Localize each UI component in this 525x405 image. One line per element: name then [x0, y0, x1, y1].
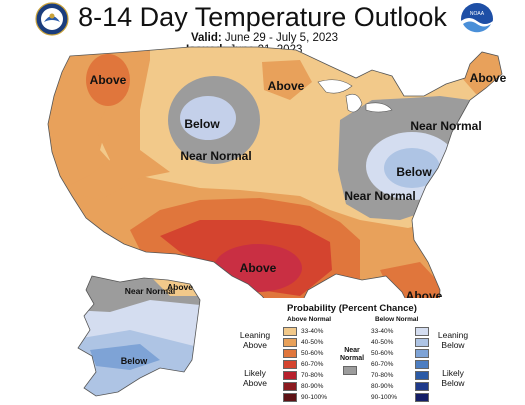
- label-near-normal-alaska: Near Normal: [125, 286, 176, 296]
- legend-above-range-label: 33-40%: [301, 328, 324, 335]
- label-above-maine: Above: [470, 71, 507, 85]
- legend-below-header: Below Normal: [375, 316, 419, 323]
- label-above-texas: Above: [240, 261, 277, 275]
- legend: Probability (Percent Chance) Above Norma…: [235, 298, 525, 405]
- valid-value: June 29 - July 5, 2023: [224, 32, 339, 44]
- commerce-seal-logo: [35, 2, 69, 36]
- legend-above-swatch-90-100%: [283, 393, 297, 402]
- legend-above-range-label: 90-100%: [301, 394, 328, 401]
- map-title: 8-14 Day Temperature Outlook: [78, 2, 447, 32]
- legend-above-swatch-33-40%: [283, 327, 297, 336]
- legend-leaning-below: Leaning Below: [437, 330, 469, 350]
- legend-below-swatch-80-90%: [415, 382, 429, 391]
- legend-below-swatch-50-60%: [415, 349, 429, 358]
- legend-above-range-label: 80-90%: [301, 383, 324, 390]
- valid-dates: Valid: June 29 - July 5, 2023: [191, 32, 338, 44]
- legend-title: Probability (Percent Chance): [287, 303, 417, 314]
- label-below-mid-atlantic: Below: [396, 165, 432, 179]
- legend-above-swatch-40-50%: [283, 338, 297, 347]
- legend-above-range-label: 50-60%: [301, 350, 324, 357]
- great-lakes: [317, 79, 393, 113]
- legend-below-range-label: 33-40%: [371, 328, 394, 335]
- legend-below-range-label: 70-80%: [371, 372, 394, 379]
- legend-below-range-label: 60-70%: [371, 361, 394, 368]
- legend-above-swatch-70-80%: [283, 371, 297, 380]
- legend-below-range-label: 50-60%: [371, 350, 394, 357]
- valid-label: Valid:: [191, 32, 222, 44]
- label-above-northwest: Above: [90, 73, 127, 87]
- legend-below-swatch-70-80%: [415, 371, 429, 380]
- noaa-logo: NOAA: [461, 3, 493, 36]
- legend-above-swatch-60-70%: [283, 360, 297, 369]
- alaska-outline: [77, 275, 201, 397]
- label-above-great-lakes: Above: [268, 79, 305, 93]
- legend-leaning-above: Leaning Above: [239, 330, 271, 350]
- legend-above-header: Above Normal: [287, 316, 332, 323]
- label-below-alaska: Below: [121, 356, 149, 366]
- label-above-alaska: Above: [167, 282, 193, 292]
- legend-below-range-label: 90-100%: [371, 394, 398, 401]
- legend-above-swatch-80-90%: [283, 382, 297, 391]
- legend-above-range-label: 40-50%: [301, 339, 324, 346]
- legend-below-range-label: 80-90%: [371, 383, 394, 390]
- legend-likely-below: Likely Below: [441, 368, 465, 388]
- legend-above-range-label: 60-70%: [301, 361, 324, 368]
- legend-below-swatch-60-70%: [415, 360, 429, 369]
- legend-below-swatch-40-50%: [415, 338, 429, 347]
- legend-below-swatch-90-100%: [415, 393, 429, 402]
- legend-below-range-label: 40-50%: [371, 339, 394, 346]
- label-near-normal-appalachia: Near Normal: [344, 189, 415, 203]
- legend-likely-above: Likely Above: [242, 368, 268, 388]
- label-near-normal-northeast: Near Normal: [410, 119, 481, 133]
- legend-near-normal-swatch: [343, 366, 357, 375]
- legend-above-swatch-50-60%: [283, 349, 297, 358]
- label-below-north-central: Below: [184, 117, 220, 131]
- legend-near-normal-label: Near Normal: [339, 347, 365, 362]
- legend-below-swatch-33-40%: [415, 327, 429, 336]
- svg-text:NOAA: NOAA: [470, 11, 485, 17]
- legend-above-range-label: 70-80%: [301, 372, 324, 379]
- label-near-normal-north-central: Near Normal: [180, 149, 251, 163]
